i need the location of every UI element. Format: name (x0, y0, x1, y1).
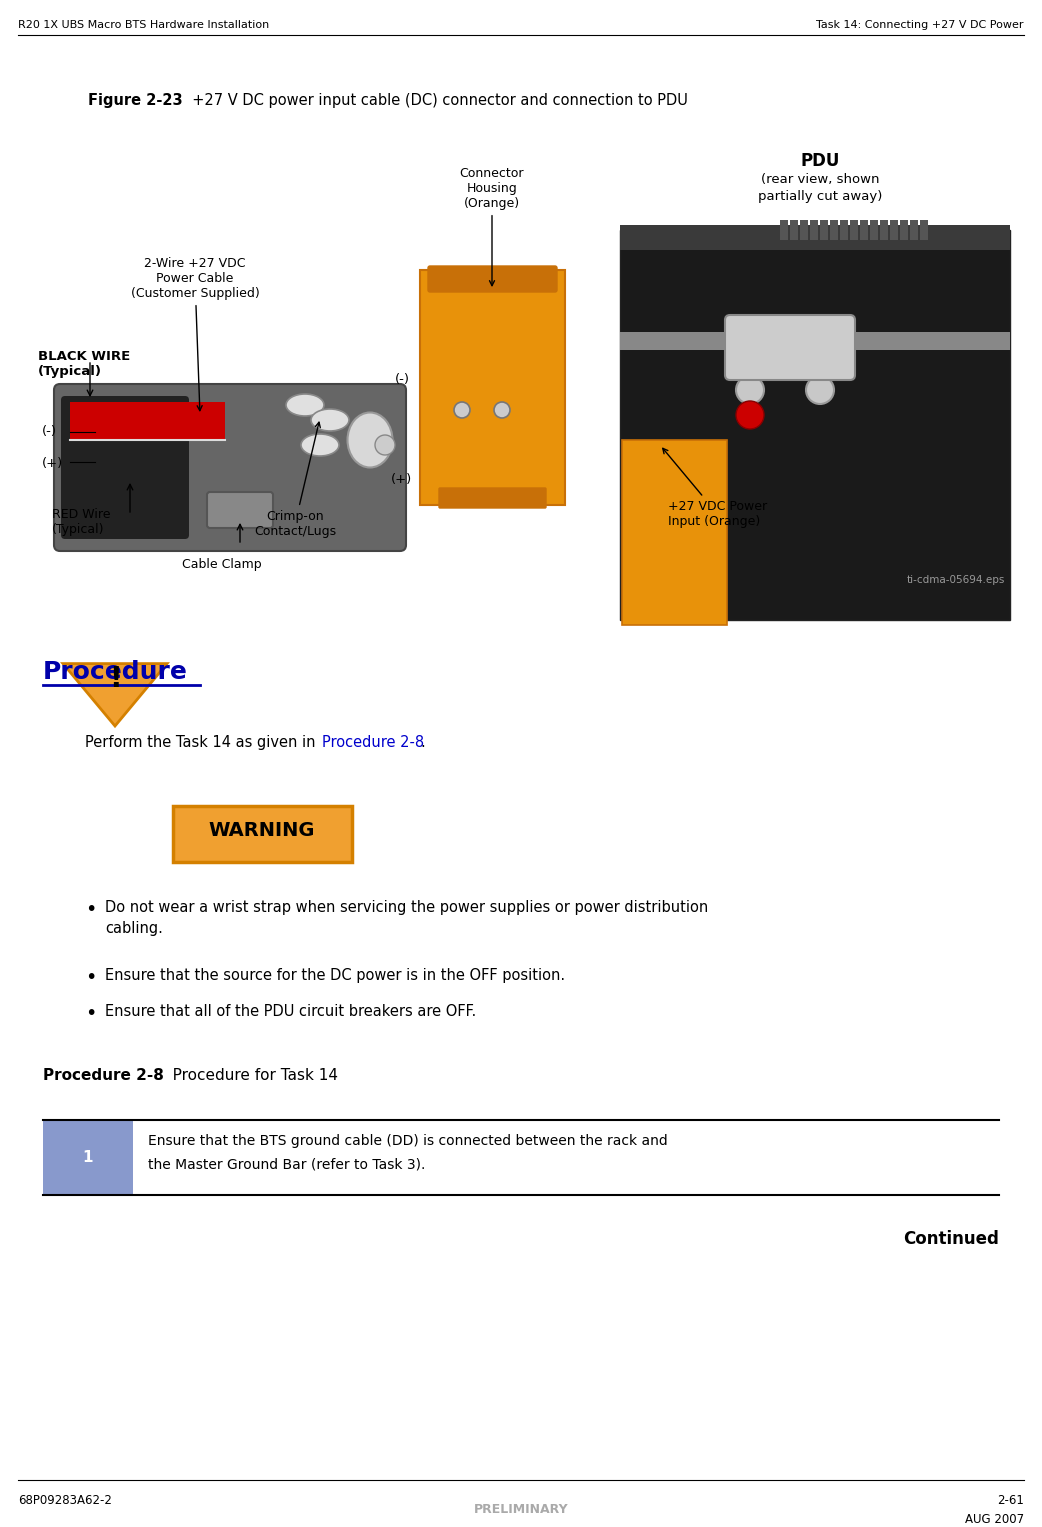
FancyBboxPatch shape (173, 806, 352, 863)
Text: •: • (85, 1003, 96, 1023)
Text: Continued: Continued (903, 1231, 999, 1248)
Text: (rear view, shown
partially cut away): (rear view, shown partially cut away) (758, 173, 883, 203)
Bar (620, 231, 1010, 620)
Ellipse shape (807, 376, 834, 405)
Bar (780, 220, 788, 240)
Text: 1: 1 (82, 1150, 93, 1165)
FancyBboxPatch shape (622, 440, 727, 625)
Text: .: . (420, 734, 425, 750)
Text: Connector
Housing
(Orange): Connector Housing (Orange) (460, 166, 524, 286)
Text: 2-61: 2-61 (997, 1493, 1024, 1507)
Text: Ensure that the source for the DC power is in the OFF position.: Ensure that the source for the DC power … (105, 968, 565, 983)
Bar (860, 220, 868, 240)
Bar (790, 220, 798, 240)
FancyBboxPatch shape (428, 266, 557, 292)
Text: WARNING: WARNING (208, 820, 316, 840)
FancyBboxPatch shape (61, 395, 189, 539)
Ellipse shape (736, 376, 764, 405)
Bar (910, 220, 918, 240)
Ellipse shape (807, 316, 834, 344)
Text: Cable Clamp: Cable Clamp (182, 557, 262, 571)
Bar (620, 331, 1010, 350)
Text: !: ! (108, 664, 121, 693)
Text: Task 14: Connecting +27 V DC Power: Task 14: Connecting +27 V DC Power (817, 20, 1024, 31)
FancyBboxPatch shape (439, 489, 546, 508)
Text: 2-Wire +27 VDC
Power Cable
(Customer Supplied): 2-Wire +27 VDC Power Cable (Customer Sup… (130, 257, 259, 411)
FancyBboxPatch shape (420, 270, 565, 505)
Ellipse shape (736, 402, 764, 429)
Text: RED Wire
(Typical): RED Wire (Typical) (52, 508, 110, 536)
FancyBboxPatch shape (725, 315, 855, 380)
Text: •: • (85, 899, 96, 919)
Bar (920, 220, 928, 240)
Ellipse shape (494, 402, 510, 418)
Ellipse shape (301, 434, 339, 457)
Bar (70, 402, 225, 440)
Text: Procedure 2-8: Procedure 2-8 (322, 734, 424, 750)
FancyBboxPatch shape (54, 383, 406, 551)
Text: Ensure that all of the PDU circuit breakers are OFF.: Ensure that all of the PDU circuit break… (105, 1003, 476, 1019)
Ellipse shape (454, 402, 470, 418)
FancyBboxPatch shape (207, 492, 273, 528)
Text: +27 VDC Power
Input (Orange): +27 VDC Power Input (Orange) (663, 449, 767, 528)
Text: +27 V DC power input cable (DC) connector and connection to PDU: +27 V DC power input cable (DC) connecto… (183, 93, 688, 108)
Text: AUG 2007: AUG 2007 (965, 1513, 1024, 1525)
Text: the Master Ground Bar (refer to Task 3).: the Master Ground Bar (refer to Task 3). (148, 1157, 425, 1173)
Bar (850, 220, 858, 240)
Polygon shape (63, 664, 167, 725)
Ellipse shape (286, 394, 324, 415)
Ellipse shape (375, 435, 395, 455)
Text: Procedure 2-8: Procedure 2-8 (43, 1067, 164, 1083)
Text: PRELIMINARY: PRELIMINARY (474, 1503, 568, 1516)
Text: ti-cdma-05694.eps: ti-cdma-05694.eps (907, 576, 1004, 585)
Ellipse shape (736, 316, 764, 344)
Ellipse shape (311, 409, 349, 431)
Bar (800, 220, 808, 240)
Bar (890, 220, 898, 240)
Text: Figure 2-23: Figure 2-23 (88, 93, 182, 108)
Text: Procedure for Task 14: Procedure for Task 14 (158, 1067, 338, 1083)
Bar (810, 220, 818, 240)
Text: R20 1X UBS Macro BTS Hardware Installation: R20 1X UBS Macro BTS Hardware Installati… (18, 20, 269, 31)
Text: BLACK WIRE
(Typical): BLACK WIRE (Typical) (38, 350, 130, 379)
Bar (820, 220, 828, 240)
Bar (900, 220, 908, 240)
Text: Crimp-on
Contact/Lugs: Crimp-on Contact/Lugs (254, 421, 337, 538)
Bar (870, 220, 878, 240)
Bar (620, 224, 1010, 250)
Text: Perform the Task 14 as given in: Perform the Task 14 as given in (85, 734, 320, 750)
Text: Do not wear a wrist strap when servicing the power supplies or power distributio: Do not wear a wrist strap when servicing… (105, 899, 709, 936)
Text: (+): (+) (391, 473, 412, 487)
Text: (-): (-) (42, 426, 57, 438)
Text: 68P09283A62-2: 68P09283A62-2 (18, 1493, 111, 1507)
Text: (+): (+) (42, 457, 64, 469)
Bar (830, 220, 838, 240)
Bar (840, 220, 848, 240)
Ellipse shape (347, 412, 393, 467)
Text: Procedure: Procedure (43, 660, 188, 684)
Text: (-): (-) (395, 374, 410, 386)
Text: PDU: PDU (800, 153, 840, 169)
Text: •: • (85, 968, 96, 986)
Bar (880, 220, 888, 240)
Text: Ensure that the BTS ground cable (DD) is connected between the rack and: Ensure that the BTS ground cable (DD) is… (148, 1135, 668, 1148)
Bar (43, 1119, 133, 1196)
